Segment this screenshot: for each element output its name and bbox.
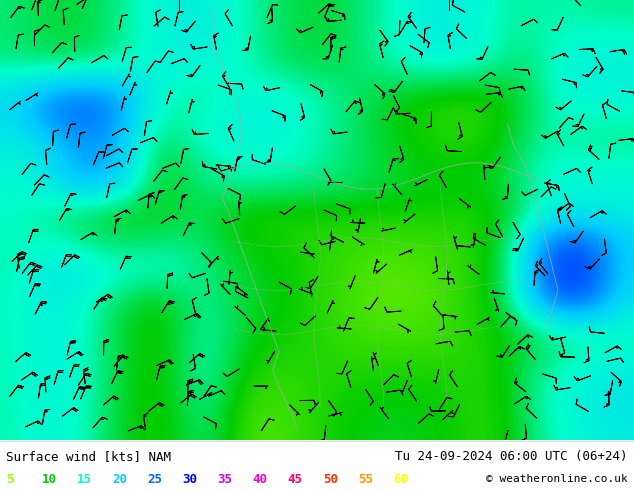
Text: 10: 10	[41, 472, 56, 486]
Text: 20: 20	[112, 472, 127, 486]
Text: 35: 35	[217, 472, 232, 486]
Text: 55: 55	[358, 472, 373, 486]
Text: 15: 15	[77, 472, 92, 486]
Text: Tu 24-09-2024 06:00 UTC (06+24): Tu 24-09-2024 06:00 UTC (06+24)	[395, 450, 628, 463]
Text: 45: 45	[288, 472, 302, 486]
Text: Surface wind [kts] NAM: Surface wind [kts] NAM	[6, 450, 171, 463]
Text: 25: 25	[147, 472, 162, 486]
Text: 30: 30	[182, 472, 197, 486]
Text: 5: 5	[6, 472, 14, 486]
Text: 40: 40	[252, 472, 268, 486]
Text: 60: 60	[393, 472, 408, 486]
Text: © weatheronline.co.uk: © weatheronline.co.uk	[486, 474, 628, 484]
Text: 50: 50	[323, 472, 338, 486]
